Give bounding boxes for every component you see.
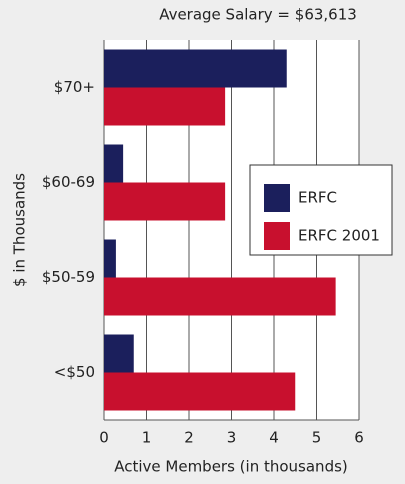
bar (104, 372, 296, 411)
legend-label: ERFC 2001 (298, 227, 380, 245)
y-tick-label: <$50 (54, 363, 95, 381)
bar (104, 334, 134, 373)
y-tick-label: $70+ (54, 78, 95, 96)
bar (104, 87, 226, 126)
bar (104, 144, 124, 183)
bar (104, 239, 116, 278)
x-tick-label: 4 (269, 429, 279, 447)
y-tick-label: $50-59 (42, 268, 95, 286)
chart-title: Average Salary = $63,613 (159, 6, 357, 24)
bar (104, 49, 287, 88)
x-tick-label: 5 (312, 429, 322, 447)
x-tick-label: 0 (99, 429, 109, 447)
x-tick-label: 2 (184, 429, 194, 447)
bar (104, 182, 226, 221)
x-axis-label: Active Members (in thousands) (114, 458, 348, 476)
y-axis-label: $ in Thousands (11, 173, 29, 287)
bar (104, 277, 336, 316)
x-tick-label: 1 (142, 429, 152, 447)
legend-label: ERFC (298, 189, 337, 207)
y-tick-label: $60-69 (42, 173, 95, 191)
x-tick-label: 3 (227, 429, 237, 447)
x-tick-label: 6 (354, 429, 364, 447)
legend-swatch (264, 222, 290, 250)
legend-swatch (264, 184, 290, 212)
